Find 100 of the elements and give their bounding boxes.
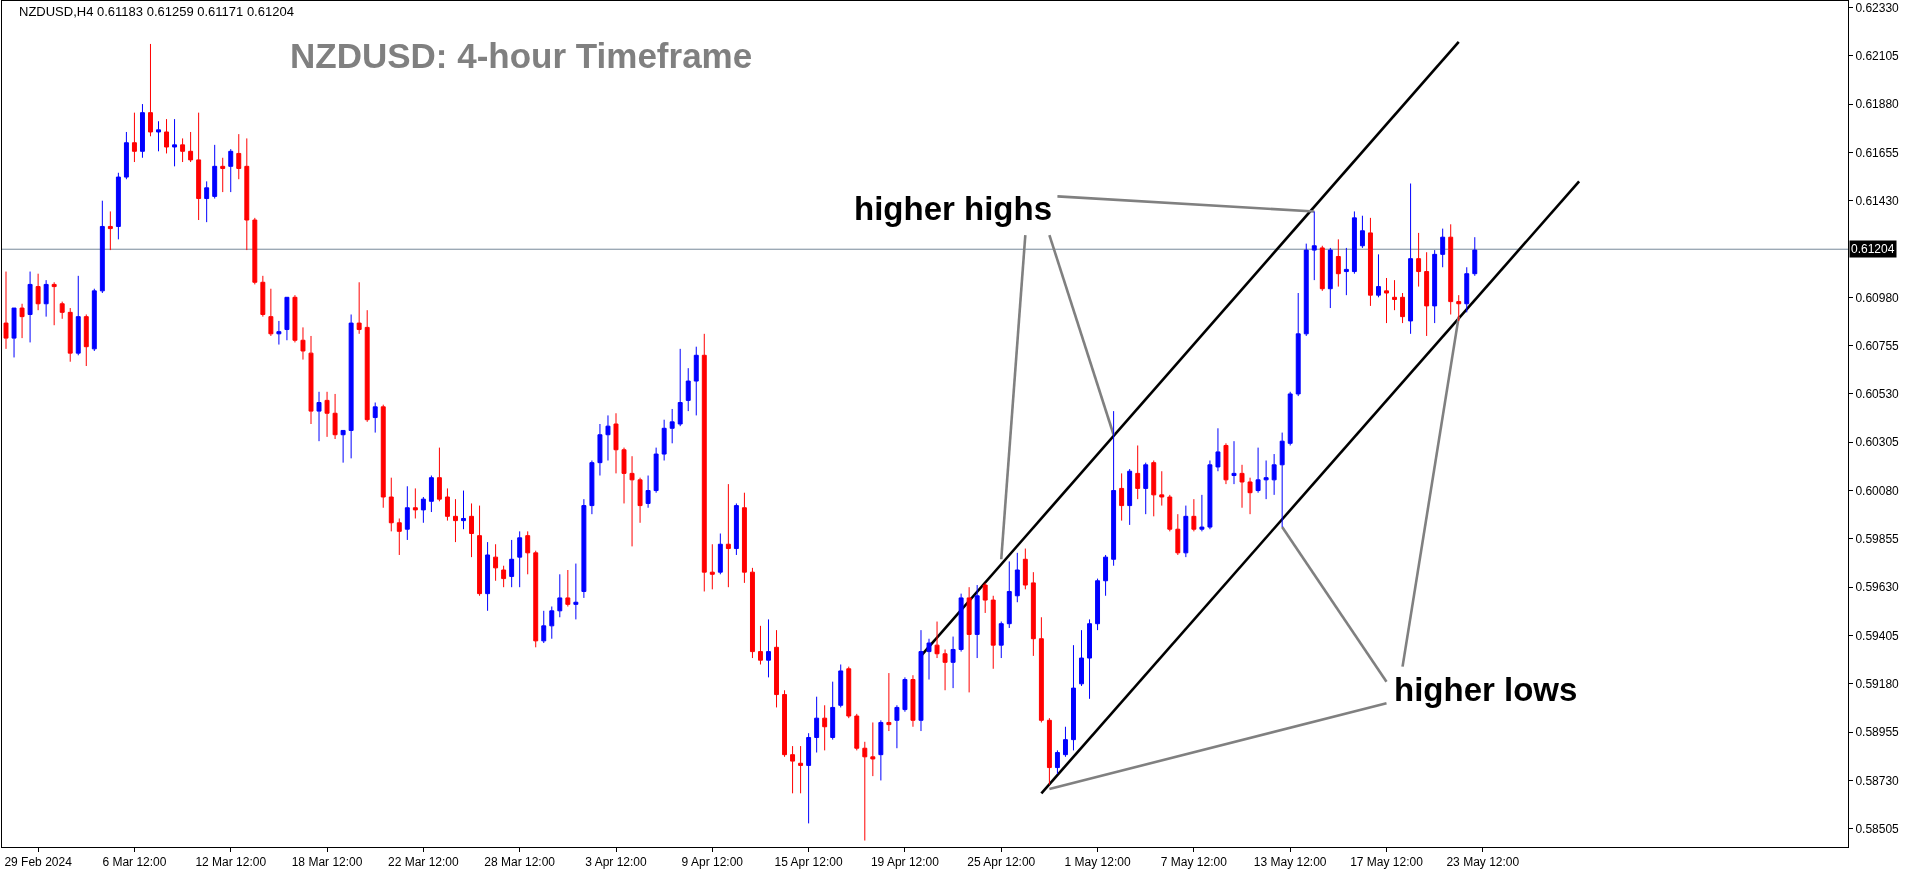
candlestick — [139, 103, 145, 159]
candlestick — [11, 307, 17, 358]
candlestick — [934, 621, 940, 659]
candlestick — [1384, 277, 1389, 324]
candlestick — [1191, 498, 1197, 532]
y-tick-label: 0.62330 — [1855, 0, 1900, 15]
chart-subtitle: NZDUSD,H4 0.61183 0.61259 0.61171 0.61204 — [19, 4, 294, 19]
candlestick — [268, 288, 274, 337]
y-tick-label: 0.61430 — [1855, 193, 1900, 208]
candlestick — [846, 666, 852, 719]
candlestick — [693, 346, 699, 416]
candlestick — [565, 569, 571, 608]
candlestick — [1448, 223, 1454, 315]
y-tick-label: 0.58730 — [1855, 773, 1900, 788]
candlestick — [870, 721, 876, 777]
y-tick-label: 0.59855 — [1855, 532, 1900, 547]
candlestick — [1255, 447, 1261, 494]
candlestick — [950, 636, 956, 689]
x-tick-label: 7 May 12:00 — [1160, 855, 1228, 870]
candlestick — [1215, 427, 1221, 472]
candlestick — [1271, 453, 1277, 496]
candlestick — [1223, 442, 1229, 485]
x-tick-label: 19 Apr 12:00 — [870, 855, 940, 870]
candlestick — [131, 112, 137, 163]
candlestick — [164, 118, 169, 154]
candlestick — [308, 335, 314, 425]
candlestick — [1079, 629, 1084, 687]
candlestick — [1359, 215, 1365, 249]
candlestick — [453, 498, 458, 543]
x-tick-label: 12 Mar 12:00 — [195, 855, 267, 870]
candlestick — [1071, 644, 1076, 751]
candlestick — [902, 676, 908, 713]
candlestick — [3, 271, 9, 350]
candlestick — [717, 533, 723, 575]
candlestick — [685, 367, 691, 412]
candlestick — [469, 502, 474, 558]
candlestick — [1167, 494, 1173, 532]
candlestick — [822, 704, 828, 751]
candlestick — [966, 586, 972, 693]
y-tick-label: 0.60755 — [1855, 338, 1900, 353]
x-tick-label: 17 May 12:00 — [1350, 855, 1424, 870]
candlestick — [741, 492, 747, 584]
candlestick — [766, 618, 771, 678]
candlestick — [1247, 477, 1253, 515]
candlestick — [926, 638, 932, 681]
candlestick — [1062, 726, 1068, 758]
candlestick — [1424, 251, 1430, 337]
candlestick — [388, 477, 394, 532]
candlestick — [1231, 440, 1237, 485]
candlestick — [1030, 571, 1036, 657]
candlestick — [1408, 183, 1414, 335]
candlestick — [597, 423, 603, 477]
candlestick — [1199, 494, 1205, 532]
candlestick — [316, 391, 322, 442]
candlestick — [1319, 245, 1325, 292]
candlestick — [1103, 554, 1109, 597]
candlestick — [709, 543, 715, 590]
candlestick — [236, 133, 242, 180]
candlestick — [19, 303, 25, 339]
x-tick-label: 3 Apr 12:00 — [585, 855, 648, 870]
candlestick — [605, 414, 611, 461]
candlestick — [188, 131, 194, 163]
candlestick — [252, 217, 258, 285]
y-tick-label: 0.59405 — [1855, 628, 1900, 643]
candlestick — [436, 447, 442, 502]
candlestick — [123, 131, 129, 180]
candlestick — [107, 210, 113, 251]
candlestick — [1038, 616, 1044, 723]
candlestick — [380, 404, 386, 509]
candlestick — [420, 496, 426, 524]
y-tick-label: 0.59630 — [1855, 580, 1900, 595]
candlestick — [444, 487, 450, 522]
candlestick — [589, 460, 595, 515]
candlestick — [758, 625, 763, 665]
ref-line-label: 0.61204 — [1851, 242, 1895, 256]
candlestick — [372, 402, 378, 434]
candlestick — [485, 541, 491, 612]
candlestick — [533, 550, 539, 648]
candlestick — [1327, 247, 1333, 309]
candlestick — [91, 288, 97, 352]
candlestick — [1279, 432, 1285, 528]
candlestick — [1287, 391, 1293, 446]
candlestick — [1376, 253, 1381, 298]
candlestick — [982, 582, 988, 614]
candlestick — [677, 348, 683, 427]
candlestick — [340, 429, 346, 464]
candlestick — [894, 704, 900, 749]
candlestick — [733, 502, 739, 556]
candlestick — [1456, 294, 1462, 322]
x-tick-label: 28 Mar 12:00 — [484, 855, 556, 870]
candlestick — [292, 294, 298, 343]
candlestick — [517, 530, 523, 588]
candlestick — [493, 543, 499, 582]
candlestick — [958, 593, 964, 653]
candlestick — [782, 689, 788, 758]
candlestick — [404, 485, 410, 541]
annotation: higher lows — [1394, 671, 1578, 708]
y-tick-label: 0.60305 — [1855, 435, 1900, 450]
x-tick-label: 22 Mar 12:00 — [388, 855, 460, 870]
candlestick — [1303, 243, 1309, 337]
